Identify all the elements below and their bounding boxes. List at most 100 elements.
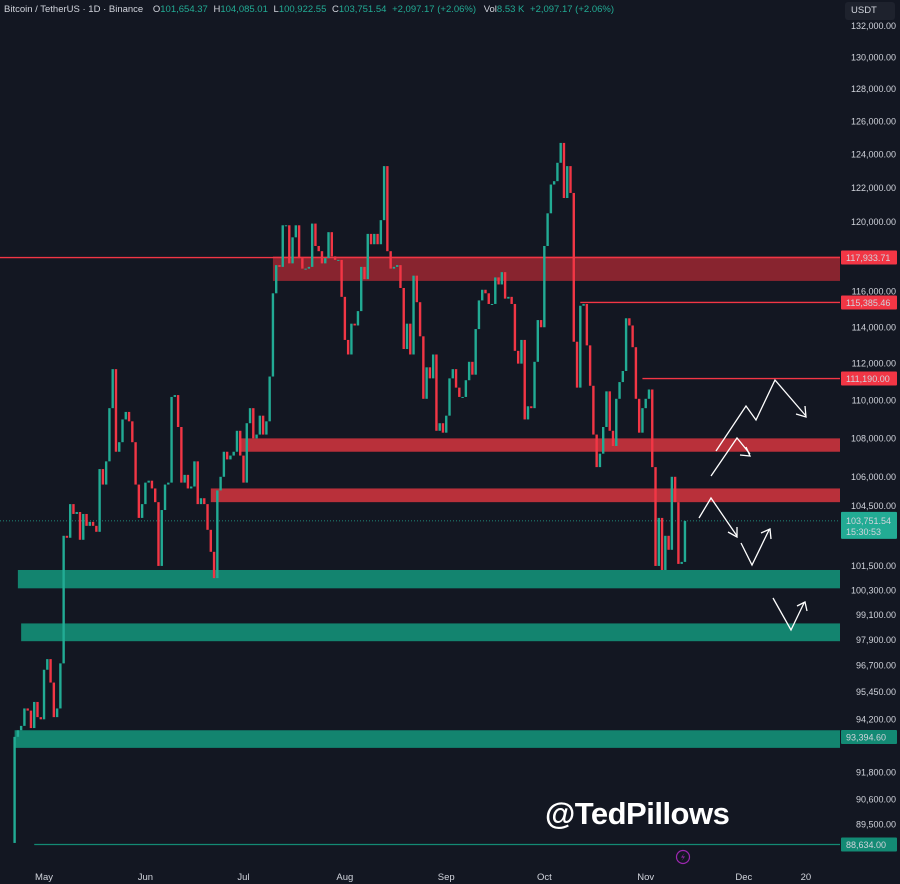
price-tick-label: 116,000.00 xyxy=(852,287,896,297)
candle xyxy=(343,296,347,340)
candle xyxy=(118,442,121,452)
price-tick-label: 101,500.00 xyxy=(851,561,896,571)
candle xyxy=(503,272,507,299)
candle xyxy=(481,289,484,301)
candle xyxy=(549,184,553,214)
candle xyxy=(212,551,216,579)
candle xyxy=(418,302,422,337)
candle xyxy=(330,232,333,257)
candle xyxy=(255,434,258,439)
candle xyxy=(294,225,298,238)
candle xyxy=(36,701,39,718)
candle xyxy=(29,710,33,729)
symbol-title[interactable]: Bitcoin / TetherUS · 1D · Binance xyxy=(4,4,144,15)
candle xyxy=(497,277,500,285)
candle xyxy=(49,659,52,683)
candle xyxy=(33,701,36,729)
time-tick-label: 20 xyxy=(801,872,812,883)
candle xyxy=(333,256,337,260)
candle xyxy=(386,166,389,252)
arrow-path-down-1 xyxy=(698,496,738,537)
price-tick-label: 106,000.00 xyxy=(851,472,896,482)
candle xyxy=(438,423,441,431)
candle xyxy=(582,303,585,306)
candle xyxy=(559,142,562,163)
price-tick-label: 89,500.00 xyxy=(856,819,896,829)
candle xyxy=(487,293,490,304)
candle xyxy=(160,510,163,566)
candle xyxy=(356,311,360,326)
arrow-head-2 xyxy=(795,405,807,418)
candle xyxy=(216,490,219,579)
volume-value: 8.53 K xyxy=(496,4,525,15)
candle xyxy=(634,347,638,399)
candle xyxy=(569,166,572,193)
symbol-legend: Bitcoin / TetherUS · 1D · Binance O101,6… xyxy=(4,4,614,15)
volume-change-value: +2,097.17 (+2.06%) xyxy=(530,4,614,15)
candle xyxy=(680,561,683,564)
candle xyxy=(301,258,304,269)
candle xyxy=(121,419,124,443)
candle xyxy=(602,426,605,454)
candle xyxy=(523,339,526,420)
candle xyxy=(324,258,327,264)
candle xyxy=(615,398,618,447)
lightning-icon[interactable] xyxy=(675,849,691,865)
candle xyxy=(176,395,180,427)
candle xyxy=(310,223,314,267)
candle xyxy=(579,305,582,388)
candle xyxy=(222,451,226,477)
candle xyxy=(552,181,556,185)
candle xyxy=(281,225,284,267)
price-tick-label: 126,000.00 xyxy=(851,117,896,127)
candle xyxy=(448,378,451,416)
candle xyxy=(395,265,399,267)
candle xyxy=(98,469,101,532)
candle xyxy=(268,376,271,422)
price-tick-label: 128,000.00 xyxy=(851,84,896,94)
close-value: 103,751.54 xyxy=(338,4,387,15)
change-value: +2,097.17 (+2.06%) xyxy=(392,4,477,15)
candle xyxy=(59,663,62,709)
candle xyxy=(235,430,239,452)
candle xyxy=(72,504,75,514)
candle xyxy=(304,268,307,270)
price-tick-label: 91,800.00 xyxy=(856,767,896,777)
candle xyxy=(510,296,513,304)
candle xyxy=(337,259,340,261)
candle xyxy=(245,423,248,483)
candle xyxy=(490,303,494,305)
candle xyxy=(572,192,575,342)
candle xyxy=(422,336,425,399)
candle xyxy=(85,513,88,526)
arrow-path-up-2 xyxy=(715,378,807,452)
arrow-head-3 xyxy=(727,527,738,539)
candle xyxy=(441,423,445,433)
candle xyxy=(409,323,412,355)
price-tick-label: 108,000.00 xyxy=(851,433,896,443)
candle xyxy=(297,225,301,259)
candle xyxy=(147,480,150,483)
price-axis[interactable] xyxy=(840,0,900,866)
candle xyxy=(209,529,212,552)
price-tick-label: 95,450.00 xyxy=(856,687,896,697)
candle xyxy=(150,480,154,489)
candle xyxy=(108,408,111,462)
candle xyxy=(431,354,435,379)
candle xyxy=(144,482,147,505)
price-tick-label: 122,000.00 xyxy=(851,183,896,193)
high-value: 104,085.01 xyxy=(220,4,268,15)
time-tick-label: Jul xyxy=(237,872,249,883)
candle xyxy=(82,513,85,540)
time-tick-label: Nov xyxy=(637,872,654,883)
candle xyxy=(647,389,651,399)
price-tick-label: 100,300.00 xyxy=(851,585,896,595)
candle xyxy=(402,287,405,350)
candle xyxy=(628,318,631,326)
candle xyxy=(288,225,291,264)
resistance-level-badge xyxy=(841,295,897,310)
currency-button[interactable]: USDT xyxy=(845,2,895,20)
support-level-badge xyxy=(841,729,897,744)
candle xyxy=(425,367,428,399)
